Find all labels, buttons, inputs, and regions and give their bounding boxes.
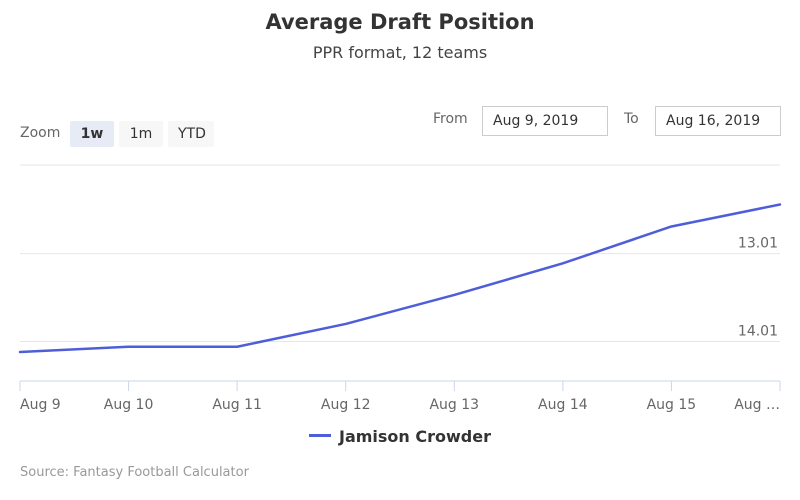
range-to-label: To <box>624 111 639 127</box>
legend-series-label: Jamison Crowder <box>339 427 491 446</box>
chart-title: Average Draft Position <box>265 10 535 34</box>
zoom-button-1w[interactable]: 1w <box>70 121 114 147</box>
x-tick-label: Aug 11 <box>212 397 262 413</box>
range-from-label: From <box>433 111 468 127</box>
x-tick-label: Aug 9 <box>20 397 61 413</box>
x-tick-label: Aug 15 <box>647 397 697 413</box>
x-tick-label: Aug 12 <box>321 397 371 413</box>
y-tick-label: 13.01 <box>738 236 778 252</box>
x-axis: Aug 9 Aug 10 Aug 11 Aug 12 Aug 13 Aug 14 Aug 1… <box>19 380 781 413</box>
legend[interactable]: Jamison Crowder <box>0 427 800 446</box>
y-tick-label: 14.01 <box>738 323 778 339</box>
chart-subtitle: PPR format, 12 teams <box>312 43 488 62</box>
legend-swatch <box>309 434 331 437</box>
zoom-button-1m[interactable]: 1m <box>119 121 163 147</box>
range-from-input[interactable]: Aug 9, 2019 <box>482 106 608 136</box>
zoom-label: Zoom <box>20 125 61 141</box>
series-layer <box>18 203 782 354</box>
zoom-button-ytd[interactable]: YTD <box>168 121 214 147</box>
y-tick-labels: 13.01 14.01 <box>738 236 778 340</box>
series-line <box>18 203 782 354</box>
range-to-input[interactable]: Aug 16, 2019 <box>655 106 781 136</box>
x-tick-label: Aug … <box>734 397 780 413</box>
x-tick-label: Aug 13 <box>429 397 479 413</box>
credits[interactable]: Source: Fantasy Football Calculator <box>20 465 249 480</box>
x-tick-label: Aug 10 <box>104 397 154 413</box>
gridlines <box>20 164 780 342</box>
x-tick-label: Aug 14 <box>538 397 588 413</box>
